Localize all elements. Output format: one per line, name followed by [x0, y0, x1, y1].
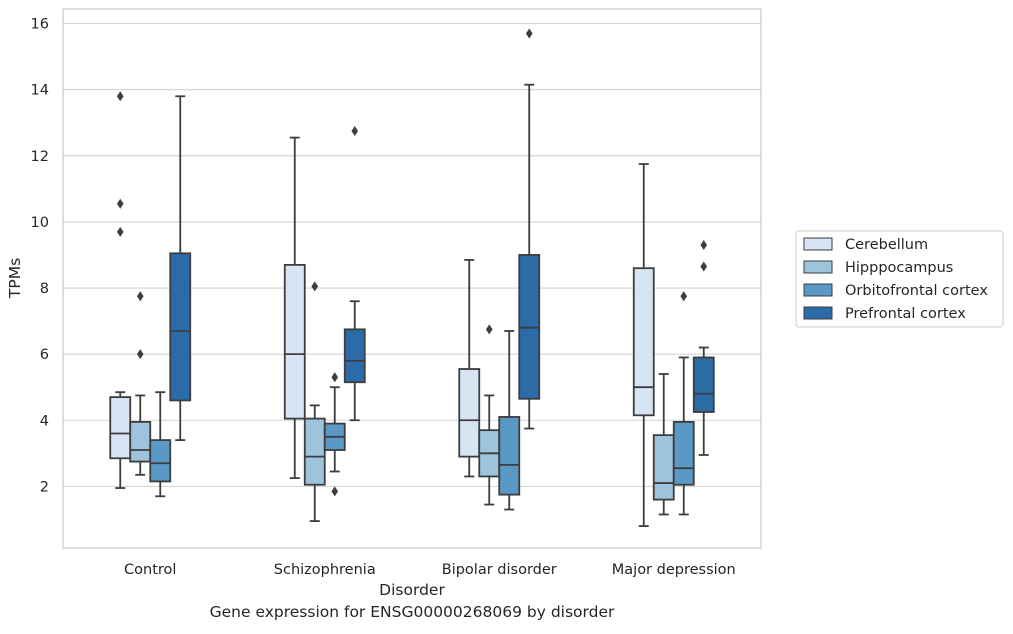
outlier-point — [485, 324, 493, 335]
legend-swatch — [803, 306, 833, 320]
x-tick-labels: Control Schizophrenia Bipolar disorder Majo… — [124, 562, 736, 578]
box-iqr — [632, 267, 655, 417]
legend-label: Orbitofrontal cortex — [845, 283, 988, 299]
boxplot-group — [283, 136, 306, 480]
boxplot-group — [458, 259, 481, 478]
box-iqr — [283, 263, 306, 420]
legend: Cerebellum Hipppocampus Orbitofrontal cort… — [795, 230, 1004, 328]
x-tick-label: Control — [124, 562, 176, 578]
outlier-point — [331, 372, 339, 383]
x-tick-label: Bipolar disorder — [442, 562, 557, 578]
legend-swatch — [803, 283, 833, 297]
y-tick-label: 2 — [40, 479, 49, 495]
y-tick-label: 8 — [40, 281, 49, 297]
boxplot-group — [129, 291, 152, 476]
outlier-point — [700, 240, 708, 251]
legend-label: Prefrontal cortex — [845, 306, 966, 322]
boxplot-group — [498, 330, 521, 511]
x-axis-label: Disorder — [379, 581, 445, 599]
boxplot-group — [169, 95, 192, 441]
box-iqr — [109, 396, 132, 460]
legend-label: Cerebellum — [845, 237, 928, 253]
boxplot-group — [478, 324, 501, 506]
outlier-point — [116, 226, 124, 237]
legend-swatch — [803, 237, 833, 251]
y-tick-label: 6 — [40, 347, 49, 363]
legend-items: Cerebellum Hipppocampus Orbitofrontal cort… — [803, 237, 988, 322]
figure-caption: Gene expression for ENSG00000268069 by d… — [209, 603, 615, 621]
y-tick-label: 12 — [31, 149, 49, 165]
box-iqr — [652, 434, 675, 501]
y-axis-label: TPMs — [6, 258, 24, 299]
outlier-point — [116, 91, 124, 102]
box-iqr — [692, 356, 715, 413]
y-tick-label: 16 — [31, 17, 49, 33]
grid-lines — [63, 22, 761, 487]
boxplot-group — [109, 91, 132, 489]
box-iqr — [458, 368, 481, 458]
legend-frame — [795, 230, 1004, 328]
boxplot-group — [692, 240, 715, 456]
outlier-point — [136, 291, 144, 302]
boxplot-group — [672, 291, 695, 516]
box-layer — [109, 28, 715, 527]
outlier-point — [525, 28, 533, 39]
x-tick-label: Major depression — [612, 562, 736, 578]
legend-swatch — [803, 260, 833, 274]
plot-frame — [62, 8, 762, 549]
boxplot-group — [518, 28, 541, 430]
x-tick-label: Schizophrenia — [274, 562, 376, 578]
outlier-point — [351, 125, 359, 136]
boxplot-group — [149, 391, 172, 498]
outlier-point — [680, 291, 688, 302]
boxplot-group — [343, 125, 366, 422]
box-iqr — [169, 252, 192, 402]
legend-label: Hipppocampus — [845, 260, 953, 276]
box-iqr — [129, 421, 152, 463]
y-tick-label: 10 — [31, 215, 49, 231]
boxplot-group — [303, 281, 326, 522]
outlier-point — [331, 486, 339, 497]
outlier-point — [136, 349, 144, 360]
box-iqr — [149, 439, 172, 483]
boxplot-group — [632, 163, 655, 527]
box-iqr — [498, 416, 521, 496]
box-iqr — [303, 417, 326, 486]
box-iqr — [672, 421, 695, 486]
boxplot-group — [323, 372, 346, 497]
boxplot-group — [652, 373, 675, 516]
outlier-point — [311, 281, 319, 292]
y-tick-labels: 2 4 6 8 10 12 14 16 — [31, 17, 49, 496]
y-tick-label: 4 — [40, 413, 49, 429]
box-iqr — [343, 328, 366, 384]
y-tick-label: 14 — [31, 83, 49, 99]
outlier-point — [700, 261, 708, 272]
outlier-point — [116, 198, 124, 209]
